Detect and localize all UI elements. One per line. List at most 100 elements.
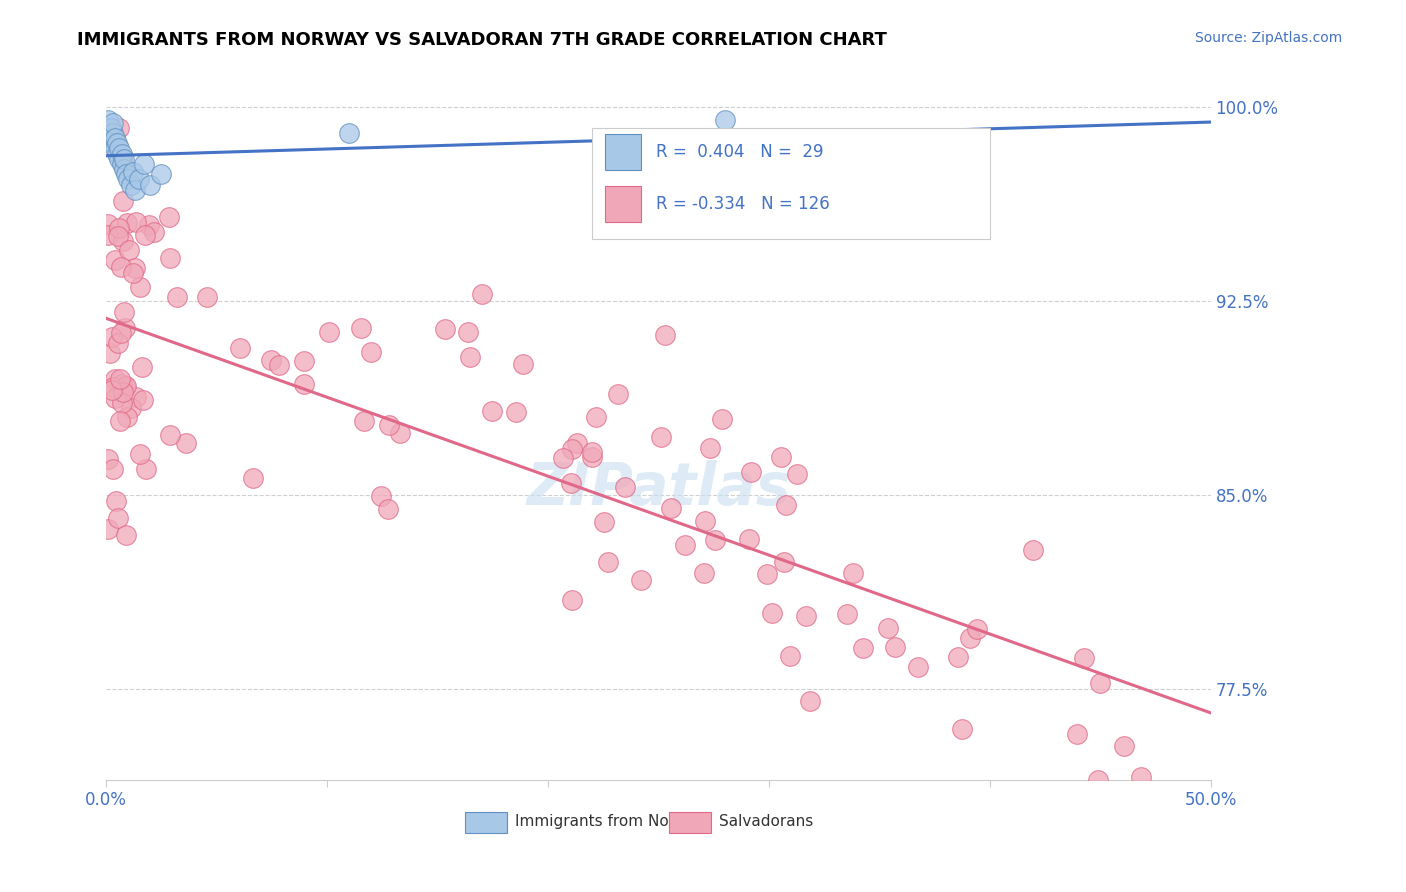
Point bbox=[115, 216, 138, 230]
Point bbox=[761, 606, 783, 620]
Point bbox=[134, 228, 156, 243]
Point bbox=[693, 514, 716, 528]
Point bbox=[115, 528, 138, 542]
Point bbox=[710, 412, 733, 426]
Point bbox=[551, 450, 574, 465]
Point bbox=[353, 414, 375, 428]
Point bbox=[703, 533, 725, 547]
Point bbox=[108, 141, 131, 155]
Point bbox=[713, 113, 735, 128]
Point bbox=[370, 489, 392, 503]
Point bbox=[108, 152, 131, 166]
Point bbox=[1112, 739, 1135, 754]
Point bbox=[852, 640, 875, 655]
Point bbox=[959, 632, 981, 646]
Point bbox=[121, 165, 143, 179]
Point bbox=[174, 436, 197, 450]
Point bbox=[159, 428, 181, 442]
Point bbox=[318, 325, 340, 339]
Point bbox=[103, 372, 125, 386]
Point bbox=[740, 465, 762, 479]
Point bbox=[129, 447, 152, 461]
Point bbox=[654, 328, 676, 343]
Point bbox=[159, 251, 181, 265]
Point bbox=[131, 359, 153, 374]
Point bbox=[104, 141, 127, 155]
Point bbox=[105, 494, 128, 508]
Point bbox=[1087, 772, 1109, 787]
Point bbox=[97, 113, 120, 128]
Bar bbox=[606, 134, 641, 170]
Point bbox=[471, 287, 494, 301]
Point bbox=[111, 234, 134, 248]
Point bbox=[948, 649, 970, 664]
Point bbox=[907, 660, 929, 674]
Point bbox=[120, 178, 142, 192]
Point bbox=[378, 418, 401, 433]
Point bbox=[104, 252, 127, 267]
Point bbox=[107, 511, 129, 525]
Point bbox=[101, 136, 124, 151]
Point bbox=[104, 392, 127, 406]
Point bbox=[138, 218, 160, 232]
Point bbox=[111, 396, 134, 410]
Point bbox=[337, 126, 360, 140]
Point bbox=[581, 444, 603, 458]
Point bbox=[111, 146, 134, 161]
Point bbox=[97, 523, 120, 537]
Point bbox=[581, 450, 603, 464]
Point bbox=[801, 139, 824, 153]
Point bbox=[433, 321, 456, 335]
Point bbox=[112, 162, 135, 177]
Point bbox=[598, 555, 620, 569]
Point bbox=[157, 210, 180, 224]
Point bbox=[673, 538, 696, 552]
Point bbox=[614, 480, 637, 494]
Point bbox=[105, 146, 128, 161]
Point bbox=[132, 392, 155, 407]
Point bbox=[107, 221, 129, 235]
Point bbox=[111, 157, 134, 171]
Point bbox=[794, 609, 817, 624]
Point bbox=[966, 622, 988, 636]
Point bbox=[101, 462, 124, 476]
Point bbox=[659, 501, 682, 516]
Point bbox=[883, 640, 905, 655]
Bar bbox=[606, 186, 641, 222]
Point bbox=[135, 462, 157, 476]
Point bbox=[505, 405, 527, 419]
Point bbox=[150, 167, 173, 181]
Point bbox=[876, 621, 898, 635]
Point bbox=[481, 404, 503, 418]
Point bbox=[97, 228, 120, 243]
Point bbox=[112, 152, 135, 166]
Point bbox=[112, 194, 135, 208]
Point bbox=[104, 131, 127, 145]
Point bbox=[1066, 727, 1088, 741]
Point bbox=[97, 126, 120, 140]
Point bbox=[457, 325, 479, 339]
Point bbox=[129, 280, 152, 294]
Point bbox=[98, 346, 121, 360]
Point bbox=[115, 379, 138, 393]
Point bbox=[242, 471, 264, 485]
Point bbox=[1129, 770, 1152, 784]
Point bbox=[100, 383, 122, 397]
Point bbox=[1088, 676, 1111, 690]
Point bbox=[842, 566, 865, 580]
Point bbox=[292, 376, 315, 391]
Point bbox=[560, 476, 582, 491]
Point bbox=[111, 376, 134, 391]
Point bbox=[835, 607, 858, 622]
Point bbox=[360, 345, 382, 359]
Point bbox=[110, 414, 132, 428]
Point bbox=[101, 330, 124, 344]
Point bbox=[101, 380, 124, 394]
Point bbox=[693, 566, 716, 581]
Point bbox=[769, 450, 792, 464]
Point bbox=[118, 243, 141, 257]
Point bbox=[565, 435, 588, 450]
Point bbox=[124, 260, 146, 275]
Point bbox=[122, 266, 145, 280]
Point bbox=[561, 593, 583, 607]
